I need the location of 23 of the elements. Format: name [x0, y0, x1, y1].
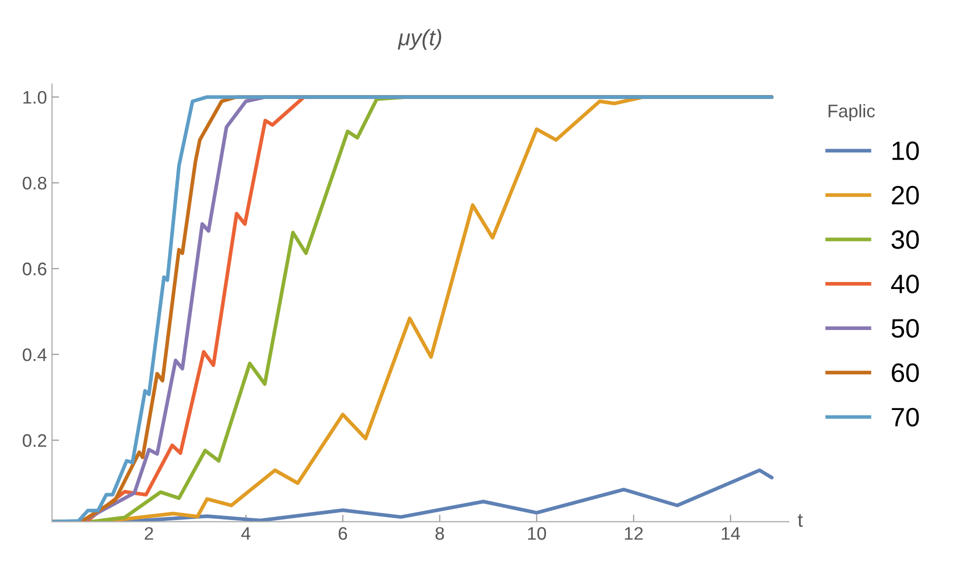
x-tick-label: 12	[624, 527, 643, 540]
y-tick-label: 0.4	[22, 348, 47, 362]
line-series	[52, 95, 774, 522]
legend-label: 60	[892, 363, 919, 382]
y-tick-label: 0.8	[22, 176, 46, 190]
x-tick-label: 8	[436, 527, 444, 540]
legend-label: 30	[892, 230, 919, 249]
legend-label: 10	[892, 141, 919, 160]
legend-label: 50	[892, 319, 919, 338]
legend-title: Faplic	[828, 104, 875, 121]
y-tick-label: 0.6	[22, 262, 46, 276]
y-tick-label: 1.0	[23, 90, 46, 104]
legend-label: 70	[892, 408, 919, 426]
x-tick-label: 6	[338, 527, 348, 540]
x-tick-label: 2	[144, 527, 154, 540]
x-tick-label: 4	[241, 527, 250, 540]
chart-title: μy(t)	[398, 29, 442, 50]
legend-label: 20	[892, 186, 919, 205]
x-axis-title: t	[798, 514, 803, 527]
x-tick-label: 10	[528, 527, 546, 540]
y-tick-label: 0.2	[22, 434, 46, 447]
legend-label: 40	[891, 274, 919, 294]
x-tick-label: 14	[722, 527, 740, 540]
